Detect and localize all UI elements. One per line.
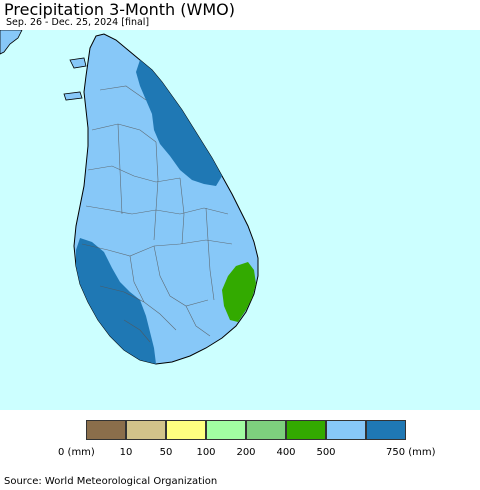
legend-swatch — [206, 420, 246, 440]
legend-swatch — [166, 420, 206, 440]
legend-swatch — [86, 420, 126, 440]
legend-label: 0 (mm) — [58, 447, 95, 458]
legend-label: 200 — [236, 447, 256, 458]
precipitation-map — [0, 30, 259, 365]
legend-label: 10 — [119, 447, 133, 458]
legend-label: 500 — [316, 447, 336, 458]
region-east-green — [222, 262, 256, 322]
source-credit: Source: World Meteorological Organizatio… — [4, 476, 218, 487]
legend-label: 100 — [196, 447, 216, 458]
mannar-island — [63, 91, 83, 101]
legend-label: 400 — [276, 447, 296, 458]
legend-label: 50 — [159, 447, 173, 458]
legend-swatch — [126, 420, 166, 440]
india-coast — [0, 30, 23, 55]
district-boundaries — [81, 85, 233, 343]
region-northeast — [136, 60, 222, 186]
legend-swatch — [366, 420, 406, 440]
island-base — [73, 33, 259, 365]
legend-swatch — [286, 420, 326, 440]
legend-swatch — [246, 420, 286, 440]
region-southwest — [76, 238, 156, 364]
map-panel — [0, 30, 480, 410]
legend-label: 750 (mm) — [386, 447, 436, 458]
jaffna-islands — [69, 57, 87, 69]
date-range: Sep. 26 - Dec. 25, 2024 [final] — [6, 17, 150, 28]
page-title: Precipitation 3-Month (WMO) — [4, 0, 235, 19]
legend-swatch — [326, 420, 366, 440]
